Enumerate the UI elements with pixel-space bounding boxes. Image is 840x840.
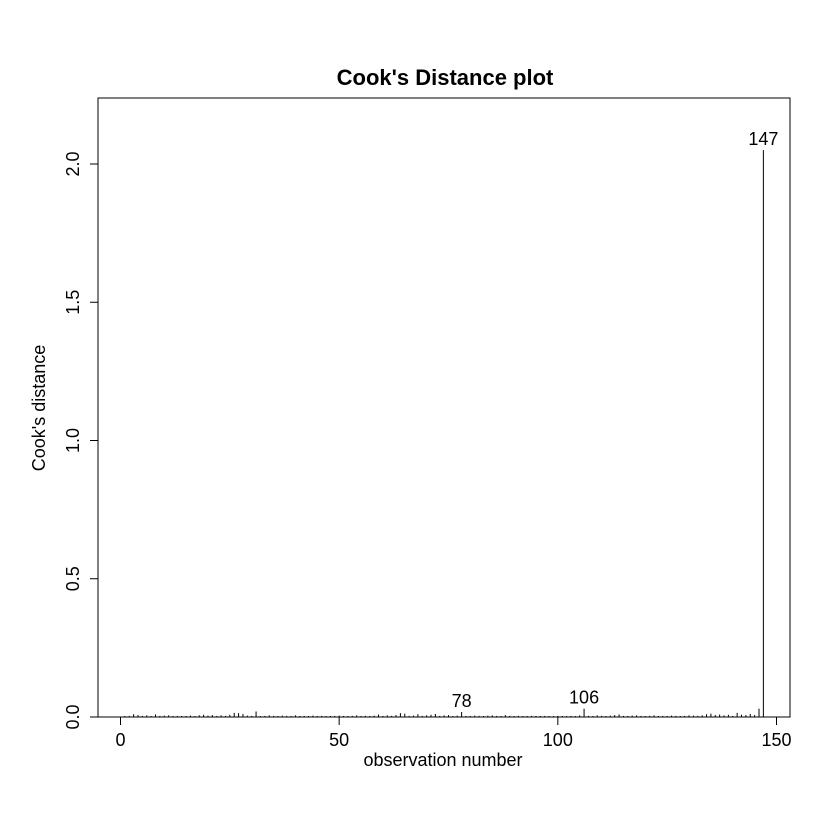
x-tick-label: 150 <box>761 730 791 750</box>
y-tick-label: 1.0 <box>63 428 83 453</box>
x-axis: 0 50 100 150 <box>115 716 792 750</box>
x-tick-label: 100 <box>543 730 573 750</box>
x-axis-label: observation number <box>363 750 522 770</box>
y-tick-label: 0.0 <box>63 704 83 729</box>
y-tick-label: 2.0 <box>63 151 83 176</box>
data-spikes <box>124 150 764 717</box>
x-tick-label: 0 <box>115 730 125 750</box>
y-axis: 0.0 0.5 1.0 1.5 2.0 <box>63 151 99 730</box>
y-tick-label: 0.5 <box>63 566 83 591</box>
annotation-147: 147 <box>748 129 778 149</box>
annotation-78: 78 <box>452 691 472 711</box>
y-tick-label: 1.5 <box>63 290 83 315</box>
x-tick-label: 50 <box>329 730 349 750</box>
annotation-106: 106 <box>569 688 599 708</box>
chart-title: Cook's Distance plot <box>337 65 554 90</box>
y-axis-label: Cook's distance <box>29 345 49 472</box>
point-annotations: 78 106 147 <box>452 129 779 711</box>
plot-frame <box>97 97 791 718</box>
